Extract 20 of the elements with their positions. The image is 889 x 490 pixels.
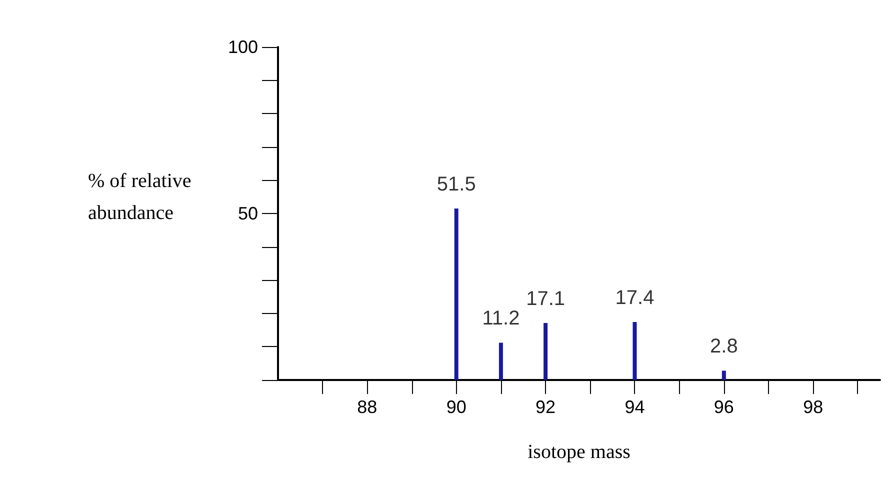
data-label: 17.1 — [526, 288, 566, 310]
x-axis-title: isotope mass — [528, 441, 631, 463]
x-tick-label: 90 — [446, 397, 466, 417]
x-tick-label: 94 — [624, 397, 645, 417]
data-label: 2.8 — [710, 336, 738, 358]
y-axis-title: % of relative abundance — [88, 170, 196, 224]
bar — [454, 208, 458, 380]
y-tick-label: 100 — [228, 37, 258, 57]
data-label: 11.2 — [482, 308, 520, 330]
x-tick-label: 96 — [714, 397, 734, 417]
bar — [632, 322, 637, 380]
y-tick-label: 50 — [238, 204, 258, 224]
bar — [722, 370, 726, 380]
data-label: 17.4 — [615, 287, 654, 310]
bar — [498, 342, 503, 380]
x-tick-label: 92 — [536, 397, 556, 417]
x-tick-label: 98 — [803, 397, 824, 417]
x-tick-label: 88 — [357, 397, 378, 417]
bar — [544, 323, 548, 380]
data-label: 51.5 — [436, 174, 476, 196]
